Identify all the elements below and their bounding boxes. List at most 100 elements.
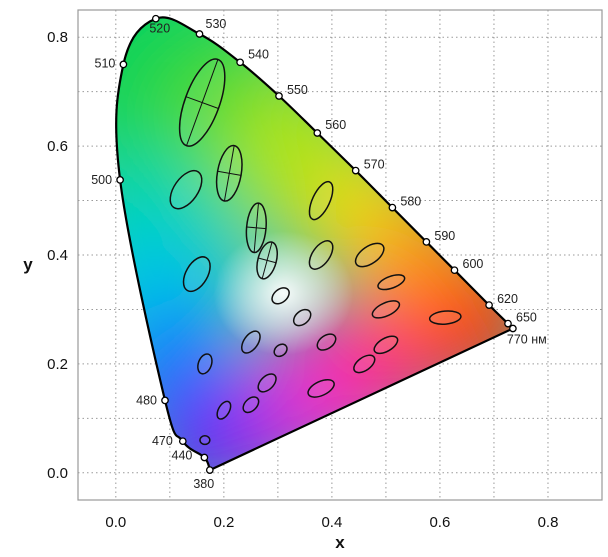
wavelength-label: 510	[95, 56, 116, 70]
wavelength-label: 440	[172, 449, 193, 463]
macadam-ellipse	[316, 333, 337, 351]
macadam-ellipse	[199, 435, 211, 446]
wavelength-marker	[205, 466, 214, 474]
wavelength-marker	[509, 324, 517, 333]
wavelength-label: 500	[91, 173, 112, 187]
wavelength-label: 560	[325, 118, 346, 132]
ellipse-outline	[308, 180, 334, 221]
ellipse-outline	[273, 343, 288, 358]
macadam-ellipse	[353, 354, 376, 374]
macadam-ellipse	[242, 396, 260, 414]
ellipse-outline	[354, 242, 385, 268]
y-tick-label: 0.4	[47, 247, 68, 264]
y-tick-label: 0.0	[47, 465, 68, 482]
macadam-ellipse	[373, 335, 399, 355]
wavelength-marker	[119, 60, 128, 69]
x-tick-label: 0.0	[105, 514, 126, 531]
ellipse-outline	[182, 256, 211, 293]
wavelength-marker	[275, 92, 283, 100]
ellipse-outline	[373, 335, 399, 355]
wavelength-marker	[161, 396, 169, 405]
wavelength-label: 600	[463, 257, 484, 271]
wavelength-label: 380	[193, 477, 214, 491]
wavelength-marker	[422, 238, 431, 246]
y-axis-label: y	[23, 255, 33, 274]
wavelength-marker	[485, 301, 493, 309]
macadam-ellipse	[307, 378, 335, 398]
white-point-glow	[213, 231, 354, 356]
ellipse-outline	[257, 373, 277, 393]
macadam-ellipse	[371, 300, 401, 319]
wavelength-label: 540	[248, 47, 269, 61]
macadam-ellipse	[256, 241, 278, 280]
macadam-ellipse	[182, 256, 211, 293]
ellipse-outline	[216, 400, 232, 420]
wavelength-label: 470	[152, 434, 173, 448]
wavelength-marker	[351, 166, 360, 175]
y-tick-label: 0.2	[47, 356, 68, 373]
ellipse-minor-axis	[246, 226, 267, 230]
wavelength-marker	[178, 437, 187, 446]
macadam-ellipse	[292, 308, 312, 327]
wavelength-marker	[313, 129, 322, 137]
macadam-ellipse	[216, 400, 232, 420]
ellipse-outline	[353, 354, 376, 374]
x-tick-label: 0.6	[429, 514, 450, 531]
ellipse-outline	[307, 378, 335, 398]
wavelength-label: 480	[136, 393, 157, 407]
wavelength-marker	[200, 453, 209, 462]
macadam-ellipse	[257, 373, 277, 393]
macadam-ellipse	[178, 58, 226, 147]
wavelength-label: 570	[364, 158, 385, 172]
y-tick-label: 0.8	[47, 29, 68, 46]
ellipse-outline	[308, 240, 334, 270]
macadam-ellipse	[354, 242, 385, 268]
wavelength-marker	[388, 203, 397, 212]
wavelength-label: 770 нм	[507, 333, 547, 347]
macadam-ellipse	[197, 353, 213, 375]
wavelength-marker	[236, 58, 244, 67]
macadam-ellipse	[273, 343, 288, 358]
x-tick-label: 0.8	[538, 514, 559, 531]
ellipse-outline	[371, 300, 401, 319]
wavelength-label: 550	[287, 83, 308, 97]
macadam-ellipse	[377, 274, 406, 291]
ellipse-outline	[292, 308, 312, 327]
wavelength-marker	[195, 30, 204, 38]
wavelength-label: 650	[516, 311, 537, 325]
ellipse-outline	[169, 169, 203, 210]
ellipse-outline	[242, 396, 260, 414]
macadam-ellipse	[308, 180, 334, 221]
macadam-ellipses	[169, 58, 462, 446]
tick-labels: 0.0 0.2 0.4 0.6 0.8 0.0 0.2 0.4 0.6 0.8	[47, 29, 558, 531]
ellipse-minor-axis	[258, 257, 277, 264]
x-tick-label: 0.2	[213, 514, 234, 531]
ellipse-outline	[197, 353, 213, 375]
macadam-ellipse	[245, 202, 267, 254]
x-axis-label: x	[335, 533, 345, 552]
ellipse-outline	[271, 287, 290, 305]
ellipse-minor-axis	[217, 170, 242, 176]
ellipse-outline	[199, 435, 211, 446]
macadam-ellipse	[169, 169, 203, 210]
wavelength-label: 580	[400, 195, 421, 209]
ellipse-outline	[377, 274, 406, 291]
wavelength-label: 620	[497, 292, 518, 306]
x-tick-label: 0.4	[321, 514, 342, 531]
wavelength-markers	[116, 14, 517, 474]
macadam-ellipse	[241, 330, 261, 354]
wavelength-label: 590	[434, 229, 455, 243]
macadam-ellipse	[428, 310, 462, 325]
macadam-ellipse	[271, 287, 290, 305]
ellipse-outline	[428, 310, 462, 325]
macadam-ellipse	[215, 144, 243, 202]
macadam-ellipse	[308, 240, 334, 270]
y-tick-label: 0.6	[47, 138, 68, 155]
wavelength-label: 530	[206, 17, 227, 31]
wavelength-marker	[450, 266, 459, 275]
wavelength-marker	[116, 176, 124, 184]
wavelength-label: 520	[149, 22, 170, 36]
